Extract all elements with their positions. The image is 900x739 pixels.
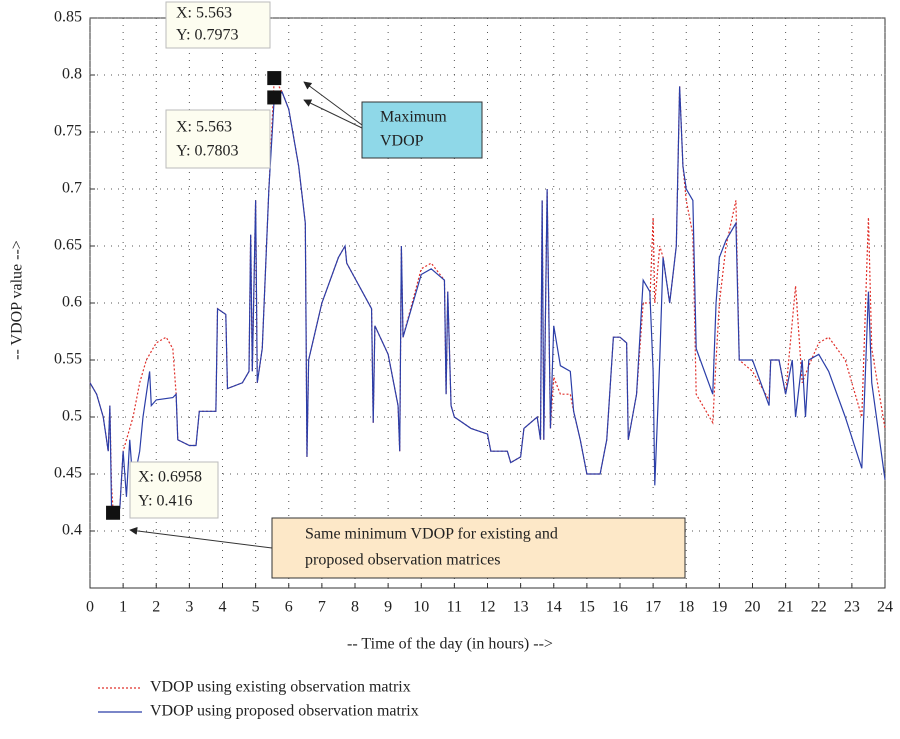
y-tick-label: 0.8 [62, 66, 82, 83]
x-axis-label: -- Time of the day (in hours) --> [347, 636, 553, 653]
datatip-box [165, 1, 271, 49]
arrow [303, 99, 363, 129]
x-tick-label: 18 [678, 599, 694, 616]
x-tick-label: 11 [447, 599, 462, 616]
callout-text: Maximum [380, 109, 447, 126]
x-tick-label: 0 [86, 599, 94, 616]
x-tick-label: 20 [745, 599, 761, 616]
x-tick-label: 8 [351, 599, 359, 616]
legend-label: VDOP using proposed observation matrix [150, 703, 419, 720]
callout-text: proposed observation matrices [305, 552, 501, 569]
x-tick-label: 17 [645, 599, 661, 616]
callout-text: Same minimum VDOP for existing and [305, 526, 558, 543]
x-tick-label: 21 [778, 599, 794, 616]
x-tick-label: 1 [119, 599, 127, 616]
datatip-x: X: 5.563 [176, 119, 232, 136]
y-tick-label: 0.4 [62, 522, 82, 539]
y-tick-label: 0.85 [54, 9, 82, 26]
callout-box [271, 517, 686, 579]
y-tick-label: 0.6 [62, 294, 82, 311]
datatip-y: Y: 0.7803 [176, 143, 239, 160]
datatip-y: Y: 0.416 [138, 493, 193, 510]
datatip-marker [106, 505, 121, 520]
x-tick-label: 13 [513, 599, 529, 616]
datatip-marker [267, 71, 282, 86]
datatip-x: X: 0.6958 [138, 469, 202, 486]
x-tick-label: 22 [811, 599, 827, 616]
x-tick-label: 10 [413, 599, 429, 616]
y-axis-label: -- VDOP value --> [9, 240, 26, 360]
x-tick-label: 2 [152, 599, 160, 616]
series-line [89, 75, 886, 514]
y-tick-label: 0.7 [62, 180, 82, 197]
arrow [303, 81, 363, 126]
x-tick-label: 23 [844, 599, 860, 616]
x-tick-label: 4 [219, 599, 227, 616]
datatip-box [129, 461, 219, 519]
series-line [89, 86, 886, 514]
callout-box [361, 101, 483, 159]
y-tick-label: 0.65 [54, 237, 82, 254]
legend-label: VDOP using existing observation matrix [150, 679, 411, 696]
datatip-box [165, 109, 271, 169]
x-tick-label: 3 [185, 599, 193, 616]
y-tick-label: 0.75 [54, 123, 82, 140]
x-tick-label: 24 [877, 599, 893, 616]
x-tick-label: 14 [546, 599, 562, 616]
datatip-y: Y: 0.7973 [176, 27, 239, 44]
annotations: X: 5.563 Y: 0.7973 X: 5.563 Y: 0.7803 X:… [129, 1, 686, 579]
y-tick-label: 0.45 [54, 465, 82, 482]
x-tick-label: 19 [711, 599, 727, 616]
y-tick-label: 0.5 [62, 408, 82, 425]
y-tick-label: 0.55 [54, 351, 82, 368]
x-tick-label: 12 [480, 599, 496, 616]
x-tick-label: 7 [318, 599, 326, 616]
x-tick-label: 15 [579, 599, 595, 616]
callout-text: VDOP [380, 133, 424, 150]
x-tick-label: 5 [252, 599, 260, 616]
x-tick-label: 6 [285, 599, 293, 616]
datatip-x: X: 5.563 [176, 5, 232, 22]
x-tick-label: 9 [384, 599, 392, 616]
datatip-marker [267, 90, 282, 105]
arrow [129, 526, 273, 549]
x-tick-label: 16 [612, 599, 628, 616]
